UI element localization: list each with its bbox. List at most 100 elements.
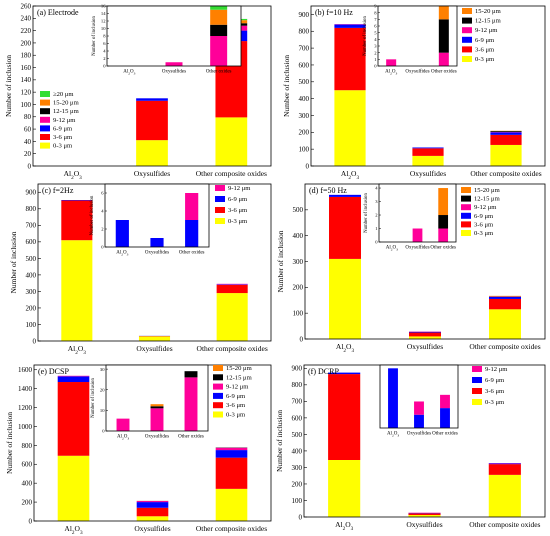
x-tick-label: Oxysulfides — [134, 169, 170, 178]
inset-bar-segment — [438, 19, 449, 53]
y-tick-label: 800 — [299, 28, 310, 36]
label-part: O — [345, 520, 351, 529]
y-tick-label: 600 — [292, 414, 303, 422]
legend-swatch — [462, 56, 472, 62]
legend-label: 15-20 μm — [53, 100, 80, 107]
legend-label: 3-6 μm — [485, 388, 505, 395]
legend: 9-12 μm 6-9 μm 3-6 μm 0-3 μm — [215, 185, 251, 225]
subscript: 3 — [134, 72, 136, 76]
inset-y-tick-label: 7 — [374, 17, 377, 22]
label-part: Al — [123, 70, 129, 75]
inset-y-tick-label: 2 — [374, 50, 377, 55]
legend-swatch — [462, 36, 472, 43]
x-tick-label: Oxysulfides — [410, 169, 446, 178]
subscript: 2 — [128, 72, 130, 76]
inset-y-tick-label: 6 — [103, 41, 106, 46]
inset-y-tick-label: 4 — [101, 209, 104, 214]
inset-bar-segment — [438, 215, 449, 229]
y-tick-label: 240 — [21, 15, 32, 23]
bar-segment — [136, 516, 169, 521]
bar-segment — [216, 284, 248, 294]
y-tick-label: 100 — [26, 321, 37, 329]
bar-segment — [409, 331, 441, 333]
inset-bar-segment — [116, 418, 130, 431]
label-part: Al — [336, 342, 344, 351]
inset-bar-segment — [438, 188, 449, 216]
bar-segment — [334, 24, 366, 28]
inset-x-tick-label: Oxysulfides — [145, 435, 169, 440]
y-tick-label: 500 — [293, 206, 304, 214]
inset-bar-segment — [438, 52, 449, 66]
legend-label: 6-9 μm — [475, 37, 495, 44]
legend-label: 0-3 μm — [474, 230, 494, 237]
legend: 9-12 μm 6-9 μm 3-6 μm 0-3 μm — [472, 366, 508, 406]
subscript: 2 — [343, 526, 346, 532]
bar-segment — [215, 447, 248, 451]
legend-label: 12-15 μm — [474, 196, 501, 203]
x-tick-label: Al2O3 — [341, 169, 360, 181]
bar-segment — [490, 134, 522, 145]
inset-chart: Al2O3 Oxysulfides Other oxides0123456789Nu… — [363, 4, 458, 76]
inset-y-tick-label: 10 — [101, 26, 106, 31]
bar-segment — [136, 502, 169, 508]
bar-segment — [334, 27, 366, 91]
x-tick-label: Other composite oxides — [469, 342, 540, 351]
y-tick-label: 700 — [292, 398, 303, 406]
inset-bar-segment — [185, 193, 199, 220]
inset-x-tick-label: Other oxides — [431, 70, 457, 75]
inset-frame — [379, 364, 459, 429]
label-part: Al — [385, 70, 391, 75]
legend-swatch — [472, 377, 482, 383]
y-tick-label: 200 — [22, 498, 33, 506]
legend-swatch — [461, 221, 471, 228]
panel-title: (a) Electrode — [37, 8, 79, 17]
bar-segment — [408, 513, 441, 516]
bar-segment — [215, 488, 248, 521]
legend-label: 9-12 μm — [53, 117, 76, 124]
x-tick-label: Al2O3 — [64, 524, 83, 536]
bar-segment — [328, 460, 361, 517]
y-tick-label: 800 — [22, 442, 33, 450]
legend-label: 0-3 μm — [53, 143, 73, 150]
legend-swatch — [472, 399, 482, 405]
subscript: 2 — [75, 350, 78, 356]
y-axis-label: Number of inclusion — [9, 231, 18, 293]
label-part: O — [351, 169, 357, 178]
y-tick-label: 80 — [24, 113, 32, 121]
legend-swatch — [213, 402, 223, 409]
inset-y-tick-label: 0 — [101, 245, 104, 250]
y-tick-label: 0 — [28, 162, 32, 170]
inset-y-axis-label: Number of inclusion — [90, 195, 95, 235]
y-tick-label: 900 — [299, 11, 310, 19]
panel-5: Al2O3 Oxysulfides Other composite oxides02… — [5, 364, 272, 536]
inset-x-tick-label: Other oxides — [178, 435, 204, 440]
y-tick-label: 600 — [299, 61, 310, 69]
subscript: 3 — [351, 348, 354, 354]
inset-y-axis-label: Number of inclusion — [92, 16, 97, 56]
y-tick-label: 100 — [21, 101, 32, 109]
legend-label: 15-20 μm — [475, 8, 502, 15]
inset-frame — [377, 5, 458, 67]
inset-bar-segment — [440, 408, 450, 428]
subscript: 2 — [392, 434, 394, 438]
bar-segment — [488, 474, 521, 517]
y-tick-label: 200 — [299, 129, 310, 137]
legend-swatch — [213, 383, 223, 390]
y-tick-label: 0 — [306, 162, 310, 170]
inset-y-tick-label: 0 — [102, 429, 105, 434]
bar-segment — [57, 382, 90, 456]
y-tick-label: 0 — [29, 517, 33, 525]
legend-label: 9-12 μm — [474, 204, 497, 211]
panel-title: (d) f=50 Hz — [309, 186, 347, 195]
x-tick-label: Oxysulfides — [136, 344, 172, 353]
legend-swatch — [461, 230, 471, 236]
x-tick-label: Other composite oxides — [196, 169, 267, 178]
bar-segment — [215, 117, 248, 166]
bar-segment — [329, 196, 361, 259]
bar-segment — [57, 375, 90, 377]
inset-bar-segment — [115, 220, 129, 247]
